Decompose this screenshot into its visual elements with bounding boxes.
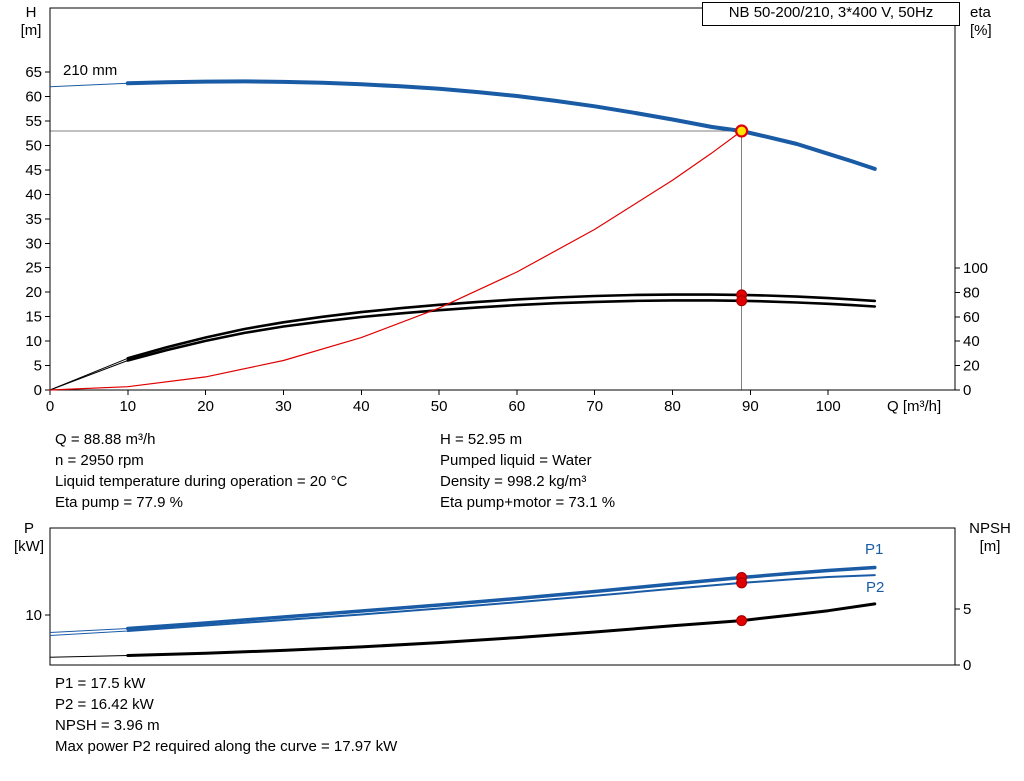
info-line-q: Q = 88.88 m³/h — [55, 431, 156, 448]
x-tick-label: 100 — [816, 398, 841, 415]
y-left-tick-label: 5 — [34, 358, 42, 375]
x-tick-label: 90 — [742, 398, 759, 415]
npsh-lead-line — [49, 655, 128, 658]
y-right-tick-label: 20 — [963, 358, 980, 375]
npsh-duty-dot — [736, 615, 748, 627]
duty-info-right: H = 52.95 m Pumped liquid = Water Densit… — [440, 429, 615, 513]
x-tick-label: 10 — [119, 398, 136, 415]
power-info: P1 = 17.5 kW P2 = 16.42 kW NPSH = 3.96 m… — [55, 673, 397, 757]
p-axis-unit: [kW] — [14, 538, 44, 555]
pump-title-box: NB 50-200/210, 3*400 V, 50Hz — [702, 2, 960, 26]
y-left-tick-label: 40 — [25, 186, 42, 203]
eta-axis-unit: [%] — [970, 22, 992, 39]
info-line-head: H = 52.95 m — [440, 431, 523, 448]
y-left-tick-label: 0 — [34, 382, 42, 399]
plot-frame — [49, 527, 956, 666]
power-npsh-chart: 10 0 5 — [25, 527, 971, 674]
y-left-tick-label: 10 — [25, 333, 42, 350]
npsh-axis-symbol: NPSH — [969, 520, 1011, 537]
y-left-tick-label: 60 — [25, 89, 42, 106]
p1-power-curve — [126, 565, 877, 631]
eta-motor-duty-dot — [736, 295, 748, 307]
y-right-tick-label: 0 — [963, 382, 971, 399]
eta-pump-curve — [126, 293, 877, 360]
p-axis-title: P [kW] — [8, 520, 50, 556]
x-tick-label: 20 — [197, 398, 214, 415]
y-right-tick-label: 5 — [963, 601, 971, 618]
y-left-tick-label: 20 — [25, 284, 42, 301]
p2-power-curve — [126, 574, 876, 632]
y-left-tick-label: 30 — [25, 235, 42, 252]
y-right-tick-label: 100 — [963, 260, 988, 277]
system-curve-curve — [49, 130, 743, 391]
npsh-curve — [126, 602, 877, 657]
info-line-speed: n = 2950 rpm — [55, 452, 144, 469]
y-right-tick-label: 40 — [963, 333, 980, 350]
y-left-tick-label: 25 — [25, 260, 42, 277]
p2-curve-label: P2 — [866, 579, 885, 596]
x-tick-label: 30 — [275, 398, 292, 415]
h-axis-unit: [m] — [20, 22, 42, 39]
h-axis-symbol: H — [25, 4, 37, 21]
eta-axis-symbol: eta — [970, 4, 991, 21]
eta-axis-title: eta [%] — [970, 4, 1020, 40]
y-right-tick-label: 60 — [963, 309, 980, 326]
x-tick-label: 40 — [353, 398, 370, 415]
x-tick-label: 70 — [586, 398, 603, 415]
eta-pump-motor-curve — [126, 299, 877, 362]
y-left-tick-label: 45 — [25, 162, 42, 179]
impeller-size-label: 210 mm — [63, 62, 118, 79]
info-line-temperature: Liquid temperature during operation = 20… — [55, 473, 348, 490]
x-tick-label: 80 — [664, 398, 681, 415]
info-line-eta-total: Eta pump+motor = 73.1 % — [440, 494, 616, 511]
x-tick-label: 0 — [46, 398, 54, 415]
x-tick-label: 50 — [431, 398, 448, 415]
info-line-p2: P2 = 16.42 kW — [55, 696, 154, 713]
q-axis-title: Q [m³/h] — [887, 398, 942, 415]
duty-info-left: Q = 88.88 m³/h n = 2950 rpm Liquid tempe… — [55, 429, 347, 513]
info-line-liquid: Pumped liquid = Water — [440, 452, 592, 469]
p1-power-lead-line — [49, 628, 128, 633]
y-left-tick-label: 10 — [25, 607, 42, 624]
head-210mm-lead-line — [49, 82, 128, 88]
info-line-max-p2: Max power P2 required along the curve = … — [55, 738, 398, 755]
y-left-tick-label: 50 — [25, 137, 42, 154]
eta-pump-motor-lead-line — [49, 360, 128, 391]
info-line-eta-pump: Eta pump = 77.9 % — [55, 494, 183, 511]
p-axis-symbol: P — [23, 520, 34, 537]
y-left-tick-label: 55 — [25, 113, 42, 130]
plot-frame — [49, 7, 956, 391]
info-line-density: Density = 998.2 kg/m³ — [440, 473, 587, 490]
x-tick-label: 60 — [509, 398, 526, 415]
info-line-npsh: NPSH = 3.96 m — [55, 717, 160, 734]
npsh-axis-title: NPSH [m] — [962, 520, 1018, 556]
p2-power-lead-line — [49, 630, 128, 636]
p1-curve-label: P1 — [865, 541, 884, 558]
p2-duty-dot — [736, 577, 748, 589]
y-left-tick-label: 35 — [25, 211, 42, 228]
npsh-axis-unit: [m] — [979, 538, 1001, 555]
y-right-tick-label: 0 — [963, 657, 971, 674]
duty-point[interactable] — [735, 124, 749, 138]
y-left-tick-label: 65 — [25, 64, 42, 81]
y-left-tick-label: 15 — [25, 309, 42, 326]
info-line-p1: P1 = 17.5 kW — [55, 675, 146, 692]
qh-eta-chart: 0 10 20 30 40 50 60 70 80 90 100 0 5 10 15 20 25 30 35 40 45… — [25, 7, 988, 415]
y-right-tick-label: 80 — [963, 284, 980, 301]
head-210mm-curve — [125, 79, 877, 171]
h-axis-title: H [m] — [12, 4, 50, 40]
